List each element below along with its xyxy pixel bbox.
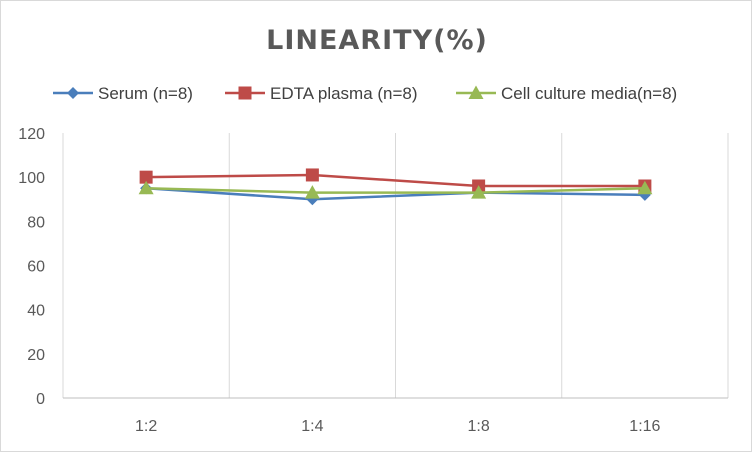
series-2 <box>139 168 652 193</box>
legend: Serum (n=8) EDTA plasma (n=8) Cell culture… <box>53 84 677 103</box>
data-point <box>637 180 653 195</box>
y-tick-label: 120 <box>18 126 45 143</box>
data-point <box>67 87 79 99</box>
legend-entry-3: Cell culture media(n=8) <box>456 84 677 103</box>
x-tick-label: 1:2 <box>135 418 157 435</box>
y-tick-label: 60 <box>27 259 45 276</box>
y-tick-label: 20 <box>27 347 45 364</box>
grid <box>62 133 729 398</box>
series-line <box>146 186 645 201</box>
data-point <box>238 86 252 100</box>
data-point <box>468 85 484 99</box>
legend-entry-1: Serum (n=8) <box>53 84 193 103</box>
series-layer <box>138 168 653 206</box>
y-tick-label: 80 <box>27 214 45 231</box>
series-line <box>146 186 645 194</box>
x-tick-label: 1:8 <box>468 418 490 435</box>
legend-label: Serum (n=8) <box>98 84 193 103</box>
y-tick-label: 40 <box>27 303 45 320</box>
series-line <box>146 173 645 188</box>
legend-entry-2: EDTA plasma (n=8) <box>225 84 418 103</box>
y-tick-label: 0 <box>36 391 45 408</box>
data-point <box>138 180 154 195</box>
y-tick-label: 100 <box>18 170 45 187</box>
data-point <box>305 168 319 182</box>
legend-label: EDTA plasma (n=8) <box>270 84 418 103</box>
axes: 0 20 40 60 80 100 120 1:2 1:4 1:8 1:16 <box>18 126 728 435</box>
data-point <box>139 170 153 184</box>
chart-title: LINEARITY(%) <box>266 25 488 56</box>
legend-label: Cell culture media(n=8) <box>501 84 677 103</box>
x-tick-label: 1:4 <box>301 418 323 435</box>
series-3 <box>138 180 653 199</box>
data-point <box>304 185 320 199</box>
x-tick-label: 1:16 <box>629 418 660 435</box>
data-point <box>471 185 487 199</box>
